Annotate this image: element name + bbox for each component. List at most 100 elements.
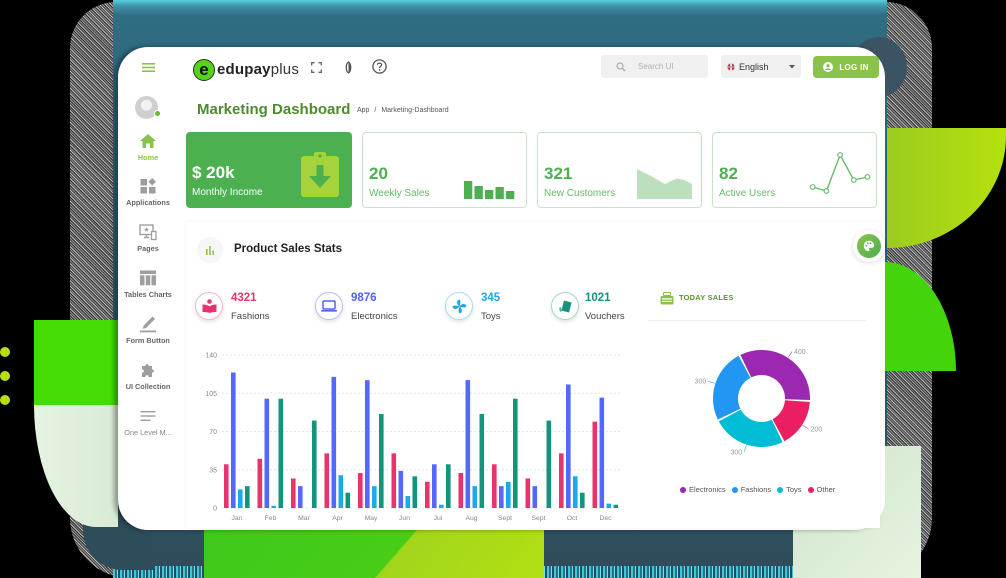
legend-dot — [807, 486, 814, 493]
sidebar-label: Tables Charts — [124, 290, 172, 299]
chevron-down-icon — [789, 64, 795, 68]
bar-electronics — [499, 486, 504, 508]
product-sales-bar-chart: 0 35 70 105 140 Jan Feb Mar Apr May Jun Jul Aug Sept S… — [205, 353, 621, 522]
breadcrumb-root-link[interactable]: App — [357, 107, 370, 114]
bar-electronics — [365, 380, 370, 508]
bar-vouchers — [580, 492, 585, 508]
bar-fashions — [257, 458, 263, 508]
bar-vouchers — [245, 486, 250, 508]
sidebar-item-applications[interactable]: Applications — [118, 177, 178, 207]
mini-line-point — [837, 152, 843, 158]
sidebar-item-one-level-menu[interactable]: One Level M... — [118, 407, 178, 437]
data-label-leader — [708, 380, 716, 384]
mini-bar — [485, 190, 494, 199]
bar-toys — [606, 503, 612, 508]
bar-vouchers — [546, 420, 552, 508]
mini-line-point — [823, 188, 830, 194]
sidebar-label: Home — [137, 153, 159, 162]
bar-fashions — [592, 421, 598, 508]
user-avatar[interactable] — [135, 96, 158, 119]
active-users-mini-line-chart — [809, 152, 871, 194]
sidebar-item-form-button[interactable]: Form Button — [118, 315, 178, 345]
login-button[interactable]: LOG IN — [813, 56, 879, 78]
x-tick-label: May — [365, 515, 378, 522]
brand-logo-icon: e — [193, 58, 215, 81]
card-new-customers[interactable]: 321 New Customers — [537, 132, 702, 208]
search-input[interactable] — [636, 61, 700, 72]
legend-dot — [731, 486, 738, 493]
stat-number: 4321 — [231, 292, 257, 304]
card-value: 82 — [719, 164, 738, 183]
fullscreen-button[interactable] — [309, 60, 323, 74]
sidebar-label: Pages — [137, 244, 159, 253]
legend-item-electronics[interactable]: Electronics — [680, 485, 726, 494]
sidebar-label: One Level M... — [124, 428, 172, 437]
y-tick-label: 105 — [205, 391, 217, 398]
stat-number: 9876 — [351, 292, 377, 304]
card-weekly-sales[interactable]: 20 Weekly Sales — [362, 132, 527, 208]
language-select[interactable]: English — [721, 55, 801, 78]
card-value: 20 — [369, 164, 388, 183]
brand-name: edupayplus — [217, 61, 299, 78]
legend-label: Toys — [786, 485, 802, 494]
x-tick-label: Jun — [399, 515, 410, 522]
theme-customizer-button[interactable] — [853, 230, 885, 262]
online-status-dot — [154, 110, 161, 117]
x-tick-label: Sept — [498, 515, 512, 522]
hamburger-menu-button[interactable] — [139, 59, 157, 75]
bar-electronics — [566, 384, 571, 508]
legend-item-fashions[interactable]: Fashions — [731, 485, 771, 494]
search-icon — [616, 61, 626, 71]
mini-line-point — [864, 174, 871, 180]
help-button[interactable] — [371, 58, 388, 75]
bar-fashions — [425, 481, 430, 508]
card-label: Weekly Sales — [369, 188, 430, 199]
decor-lime-shape — [887, 128, 1006, 248]
x-tick-label: Oct — [567, 515, 578, 522]
bar-vouchers — [278, 398, 284, 508]
card-monthly-income[interactable]: $ 20k Monthly Income — [186, 132, 352, 208]
voucher-icon — [558, 300, 571, 312]
bar-electronics — [264, 398, 270, 508]
book-reader-icon — [202, 299, 216, 313]
decor-green-quarter — [885, 262, 956, 371]
search-box[interactable] — [601, 55, 708, 78]
theme-toggle-button[interactable] — [340, 59, 356, 75]
sidebar-item-pages[interactable]: Pages — [118, 223, 178, 253]
legend-item-toys[interactable]: Toys — [777, 485, 802, 494]
sidebar-item-ui-collection[interactable]: UI Collection — [118, 361, 178, 391]
legend-item-other[interactable]: Other — [807, 485, 835, 494]
help-icon — [372, 59, 387, 74]
y-tick-label: 140 — [205, 353, 217, 360]
donut-slice-other — [771, 399, 810, 442]
bar-fashions — [224, 464, 229, 508]
bar-vouchers — [379, 414, 384, 508]
bar-toys — [506, 481, 511, 508]
bar-fashions — [492, 464, 497, 508]
brand-logo-link[interactable]: e edupayplus — [193, 58, 299, 81]
breadcrumb: App / Marketing-Dashboard — [357, 107, 449, 114]
stat-value-vouchers: 1021 — [585, 292, 611, 304]
pinwheel-icon — [452, 299, 466, 313]
decor-green-square — [34, 320, 118, 405]
uk-flag-icon — [727, 62, 735, 71]
bar-toys — [573, 476, 578, 508]
new-customers-mini-area-chart — [637, 169, 692, 199]
product-sales-panel — [186, 222, 880, 528]
bar-chart-icon — [206, 245, 214, 255]
stat-label-fashions: Fashions — [231, 311, 270, 322]
home-icon — [140, 134, 156, 148]
table-icon — [140, 270, 156, 286]
bar-fashions — [391, 453, 397, 508]
panel-title: Product Sales Stats — [234, 243, 343, 255]
stat-label-toys: Toys — [481, 311, 501, 322]
stat-electronics-icon-badge — [315, 292, 343, 320]
card-active-users[interactable]: 82 Active Users — [712, 132, 877, 208]
mini-bar — [506, 191, 515, 199]
data-label-leader — [802, 424, 809, 430]
sidebar-item-tables-charts[interactable]: Tables Charts — [118, 269, 178, 299]
stat-value-fashions: 4321 — [231, 292, 257, 304]
fullscreen-icon — [310, 61, 322, 73]
language-selected: English — [739, 61, 769, 72]
sidebar-item-home[interactable]: Home — [118, 132, 178, 162]
